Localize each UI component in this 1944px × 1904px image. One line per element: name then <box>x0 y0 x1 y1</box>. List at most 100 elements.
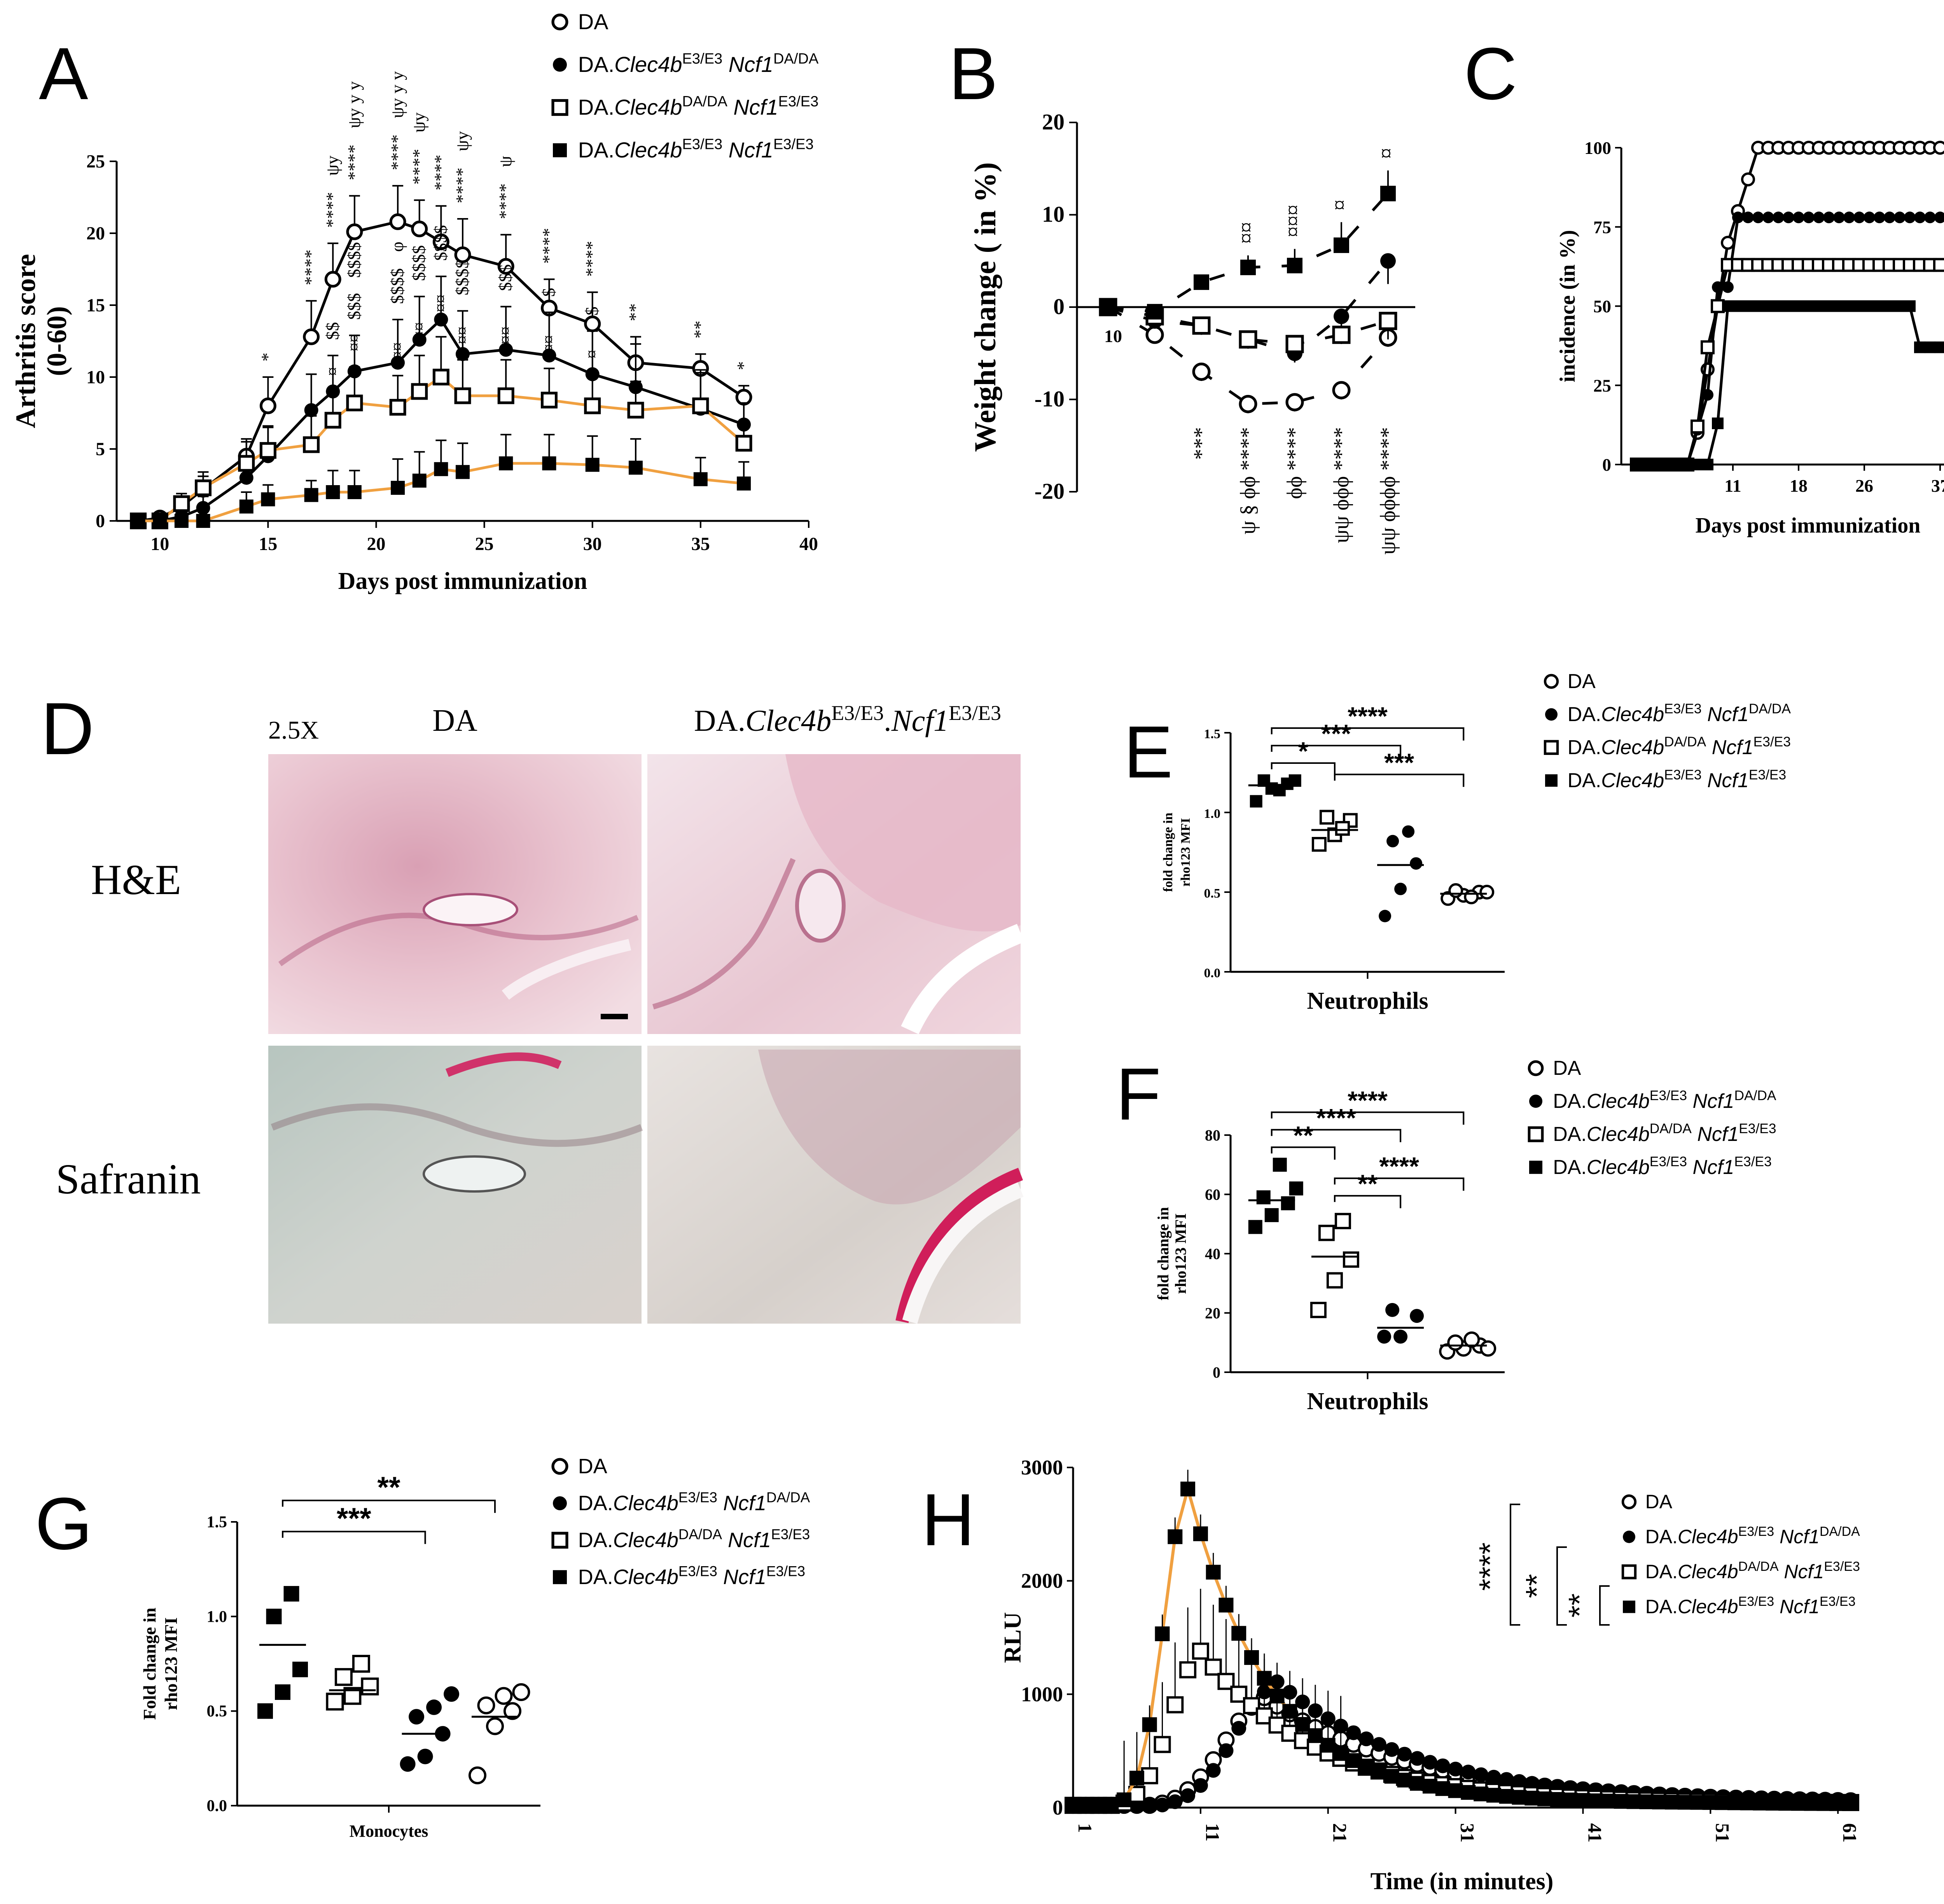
data-point <box>497 387 514 404</box>
legend-text: Clec4b <box>614 138 682 162</box>
significance-annotation: **** <box>301 250 321 285</box>
series-line <box>1637 216 1940 466</box>
open-circle-marker <box>551 1458 568 1475</box>
data-point <box>259 442 276 459</box>
open-circle-marker <box>1285 393 1304 412</box>
data-point <box>303 328 320 345</box>
significance-annotation: $$$ <box>495 264 515 291</box>
open-circle-marker <box>503 1702 521 1720</box>
filled-square-marker <box>1129 1771 1144 1786</box>
filled-square-marker <box>1117 1792 1132 1807</box>
filled-square-marker <box>1671 459 1683 470</box>
row-label-he: H&E <box>91 856 181 903</box>
significance-label: **** <box>1348 1086 1388 1114</box>
legend-text: Ncf1 <box>723 1565 766 1589</box>
legend-entry: DA.Clec4bE3/E3 Ncf1DA/DA <box>1645 1524 1860 1548</box>
filled-square-marker <box>1240 259 1256 275</box>
legend-text: DA. <box>578 138 614 162</box>
legend-text: DA. <box>578 1565 613 1589</box>
filled-square-marker <box>1767 1795 1782 1810</box>
legend-text <box>1687 1090 1692 1113</box>
data-point <box>391 356 405 370</box>
y-tick-label: 0.5 <box>207 1703 227 1721</box>
legend-entry: DA.Clec4bE3/E3 Ncf1E3/E3 <box>578 1563 805 1589</box>
filled-square-marker <box>1231 1626 1246 1641</box>
filled-square-marker <box>1575 1793 1591 1808</box>
filled-square-marker <box>1250 795 1262 808</box>
filled-circle-marker <box>1386 835 1399 847</box>
open-circle-marker <box>1480 1340 1496 1357</box>
label-part: Clec4b <box>745 704 831 737</box>
filled-circle-marker <box>1823 211 1835 224</box>
y-axis-title: incidence (in %) <box>1556 230 1580 383</box>
filled-circle-marker <box>1380 253 1396 269</box>
legend-text: E3/E3 <box>1738 1524 1774 1539</box>
open-square-marker <box>1319 810 1334 825</box>
cartilage-stain <box>445 1052 562 1077</box>
significance-annotation: **** <box>344 145 364 180</box>
x-axis-title: Neutrophils <box>1307 988 1428 1014</box>
filled-square-marker <box>1803 300 1815 312</box>
filled-square-marker <box>1853 300 1865 312</box>
tissue-edge <box>652 858 796 1010</box>
y-axis-title: fold change in <box>1154 1207 1172 1300</box>
filled-circle-marker <box>1732 211 1744 224</box>
filled-circle-marker <box>1529 1094 1542 1108</box>
legend-text: E3/E3 <box>1734 1154 1771 1169</box>
significance-bracket <box>1599 1585 1610 1626</box>
filled-circle-marker <box>1435 1758 1450 1773</box>
filled-circle-marker <box>1397 1747 1412 1762</box>
filled-square-marker <box>1273 1158 1287 1172</box>
y-tick-label: 1000 <box>1021 1682 1063 1706</box>
open-square-marker <box>1179 1661 1197 1679</box>
y-tick-label: 60 <box>1205 1186 1220 1204</box>
filled-circle-marker <box>1486 1769 1501 1785</box>
significance-annotation: ¤ <box>1328 200 1352 211</box>
open-circle-marker <box>477 1696 495 1715</box>
open-square-marker <box>1192 1642 1209 1660</box>
y-tick-label: 25 <box>1593 376 1611 395</box>
filled-square-marker <box>1884 300 1895 312</box>
filled-square-marker <box>1435 1781 1450 1796</box>
x-tick-label: 18 <box>1790 476 1808 496</box>
legend-entry: DA.Clec4bDA/DA Ncf1E3/E3 <box>1645 1559 1860 1583</box>
data-point <box>411 383 428 400</box>
data-point <box>412 332 427 347</box>
significance-annotation: ψy y y <box>387 71 407 118</box>
legend-text: Ncf1 <box>733 95 778 119</box>
significance-annotation: ψy <box>409 112 429 133</box>
filled-square-marker <box>1066 1798 1080 1813</box>
filled-square-marker <box>1545 774 1558 787</box>
open-circle-marker <box>1544 674 1559 689</box>
filled-square-marker <box>1677 1795 1692 1810</box>
y-tick-label: 40 <box>1205 1245 1220 1263</box>
significance-annotation: $ <box>539 288 559 297</box>
filled-square-marker <box>1499 1789 1514 1804</box>
filled-circle-marker <box>1783 211 1794 224</box>
significance-annotation: ¤ <box>322 367 342 376</box>
y-tick-label: 1.0 <box>207 1608 227 1626</box>
legend-text <box>717 1492 723 1515</box>
legend-text: Clec4b <box>1587 1123 1650 1146</box>
legend-text: E3/E3 <box>1738 1594 1774 1609</box>
legend-text: DA/DA <box>682 94 727 110</box>
legend-entry: DA <box>1568 670 1596 693</box>
open-square-marker <box>1335 821 1350 836</box>
filled-square-marker <box>1371 1764 1386 1779</box>
legend-text: DA. <box>578 1492 613 1515</box>
filled-square-marker <box>1193 1526 1208 1541</box>
open-square-marker <box>1154 1736 1171 1753</box>
data-point <box>346 223 363 240</box>
data-point <box>239 471 253 485</box>
bone-region <box>758 1050 1021 1205</box>
label-part: E3/E3 <box>831 701 884 725</box>
filled-square-marker <box>1793 300 1804 312</box>
filled-square-marker <box>292 1661 308 1677</box>
significance-annotation: $$$ <box>344 293 364 320</box>
significance-bracket <box>1334 774 1465 787</box>
significance-annotation: $$$$ <box>344 242 364 278</box>
x-tick-label: 25 <box>475 534 494 554</box>
filled-square-marker <box>1346 1753 1361 1768</box>
filled-circle-marker <box>1762 211 1774 224</box>
significance-label: ** <box>1293 1121 1313 1149</box>
